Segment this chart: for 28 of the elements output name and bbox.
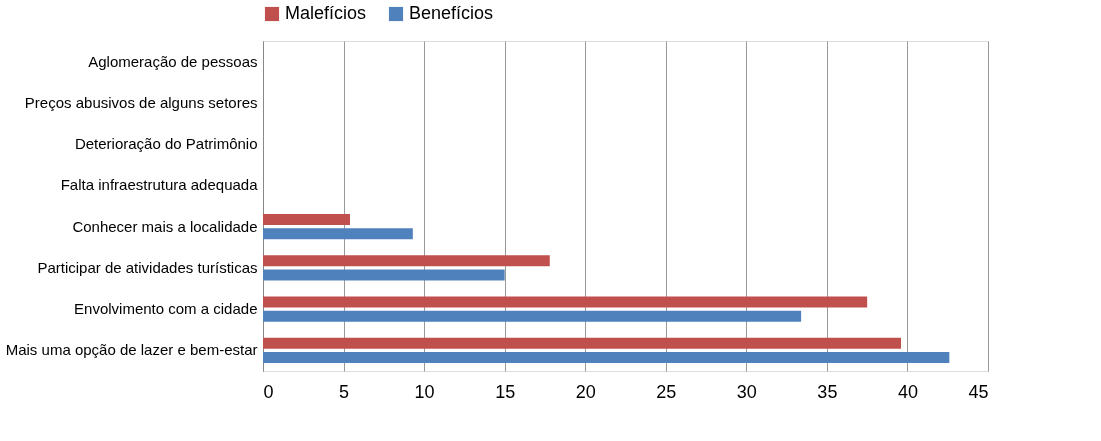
bar xyxy=(263,255,550,267)
x-tick-label: 30 xyxy=(736,381,757,402)
legend-label: Benefícios xyxy=(409,3,494,23)
bar xyxy=(263,310,802,322)
y-tick-label: Deterioração do Patrimônio xyxy=(74,135,258,153)
bar xyxy=(263,228,413,240)
legend-label: Malefícios xyxy=(285,3,367,23)
x-tick-label: 25 xyxy=(656,381,677,402)
y-tick-label: Preços abusivos de alguns setores xyxy=(24,93,258,111)
bar xyxy=(263,213,350,225)
y-tick-label: Mais uma opção de lazer e bem-estar xyxy=(5,341,258,359)
bar xyxy=(263,296,868,308)
y-tick-label: Aglomeração de pessoas xyxy=(88,52,258,70)
x-tick-label: 20 xyxy=(575,381,596,402)
bar xyxy=(263,269,505,281)
y-tick-label: Envolvimento com a cidade xyxy=(74,300,258,318)
bar xyxy=(263,352,950,364)
x-tick-label: 10 xyxy=(414,381,435,402)
x-tick-label: 35 xyxy=(817,381,838,402)
bar xyxy=(263,337,901,349)
y-tick-label: Participar de atividades turísticas xyxy=(37,258,258,276)
y-tick-label: Conhecer mais a localidade xyxy=(72,217,258,235)
x-tick-label: 15 xyxy=(495,381,516,402)
x-tick-label: 40 xyxy=(897,381,918,402)
x-tick-label: 0 xyxy=(263,381,274,402)
x-tick-label: 45 xyxy=(968,381,989,402)
x-tick-label: 5 xyxy=(339,381,350,402)
y-tick-label: Falta infraestrutura adequada xyxy=(60,176,259,194)
